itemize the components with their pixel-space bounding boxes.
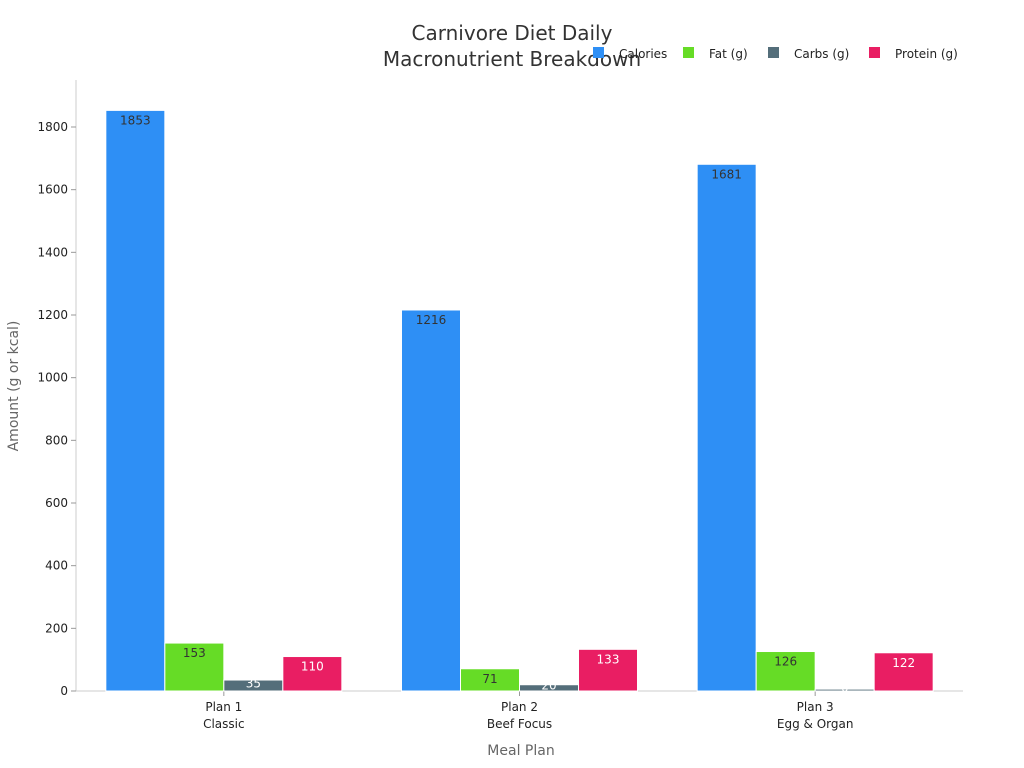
bar-fat-g-1 bbox=[164, 642, 225, 692]
y-tick-label: 200 bbox=[45, 621, 68, 635]
legend-label: Carbs (g) bbox=[794, 47, 849, 61]
legend-swatch bbox=[683, 47, 694, 58]
legend-label: Calories bbox=[619, 47, 667, 61]
bar-value-label: 153 bbox=[183, 646, 206, 660]
y-tick-label: 800 bbox=[45, 433, 68, 447]
y-tick-label: 1400 bbox=[37, 245, 68, 259]
x-tick-label-line1: Plan 2 bbox=[501, 700, 538, 714]
bar-fat-g-2 bbox=[460, 668, 520, 692]
bar-value-label: 110 bbox=[301, 660, 324, 674]
y-tick-label: 0 bbox=[60, 684, 68, 698]
bar-calories-1 bbox=[105, 109, 166, 692]
x-tick-label-line1: Plan 3 bbox=[797, 700, 834, 714]
x-tick-label-line1: Plan 1 bbox=[205, 700, 242, 714]
y-axis-ticks: 0 200 400 600 800 1000 1200 1400 1600 1800 bbox=[37, 120, 76, 698]
y-tick-label: 1800 bbox=[37, 120, 68, 134]
bar-value-label: 35 bbox=[246, 676, 261, 690]
x-axis-ticks: Plan 1 Classic Plan 2 Beef Focus Plan 3 Egg &… bbox=[203, 691, 853, 731]
y-tick-label: 1200 bbox=[37, 308, 68, 322]
bar-labels: 1853 153 35 110 1216 71 20 133 1681 126 6 122 bbox=[120, 113, 915, 694]
legend-swatch bbox=[593, 47, 604, 58]
y-tick-label: 600 bbox=[45, 496, 68, 510]
bar-calories-2 bbox=[401, 309, 461, 692]
y-tick-label: 400 bbox=[45, 559, 68, 573]
legend-swatch bbox=[869, 47, 880, 58]
x-tick-label-line2: Classic bbox=[203, 717, 245, 731]
x-tick-label-line2: Egg & Organ bbox=[777, 717, 854, 731]
bar-protein-g-2 bbox=[578, 648, 638, 692]
bar-protein-g-3 bbox=[873, 652, 934, 692]
y-tick-label: 1000 bbox=[37, 371, 68, 385]
chart-title-line-1: Carnivore Diet Daily bbox=[412, 21, 613, 45]
bar-protein-g-1 bbox=[282, 656, 343, 692]
bar-calories-3 bbox=[696, 163, 757, 692]
bar-value-label: 1681 bbox=[711, 167, 742, 181]
bar-value-label: 71 bbox=[482, 672, 497, 686]
y-tick-label: 1600 bbox=[37, 183, 68, 197]
x-tick-label-line2: Beef Focus bbox=[487, 717, 552, 731]
bar-value-label: 6 bbox=[841, 680, 849, 694]
legend-swatch bbox=[768, 47, 779, 58]
bar-value-label: 20 bbox=[541, 678, 556, 692]
bar-value-label: 1216 bbox=[416, 313, 447, 327]
y-axis-title: Amount (g or kcal) bbox=[6, 321, 22, 452]
bar-value-label: 126 bbox=[774, 655, 797, 669]
bar-fat-g-3 bbox=[755, 651, 816, 692]
bar-value-label: 122 bbox=[892, 656, 915, 670]
bar-value-label: 1853 bbox=[120, 113, 151, 127]
legend-label: Fat (g) bbox=[709, 47, 748, 61]
bars bbox=[105, 109, 934, 692]
x-axis-title: Meal Plan bbox=[487, 743, 554, 759]
legend: Calories Fat (g) Carbs (g) Protein (g) bbox=[593, 47, 958, 61]
legend-label: Protein (g) bbox=[895, 47, 958, 61]
bar-value-label: 133 bbox=[597, 652, 620, 666]
